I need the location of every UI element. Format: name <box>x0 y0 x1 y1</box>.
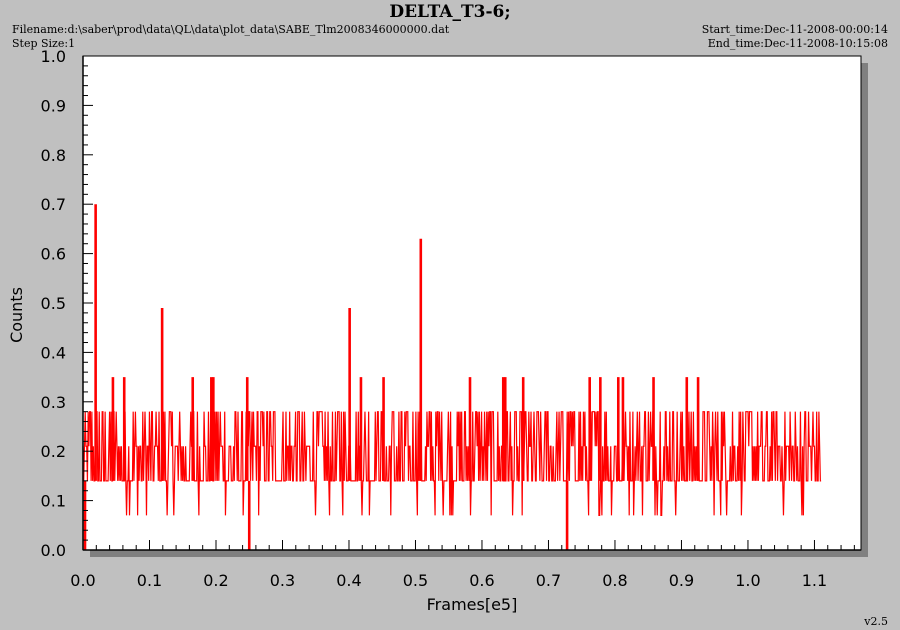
x-tick-label: 0.3 <box>270 571 295 590</box>
y-tick-label: 1.0 <box>41 47 66 66</box>
x-tick-label: 0.6 <box>469 571 494 590</box>
y-tick-label: 0.6 <box>41 245 66 264</box>
x-tick-label: 0.7 <box>536 571 561 590</box>
x-tick-label: 0.1 <box>137 571 162 590</box>
y-tick-label: 0.4 <box>41 343 66 362</box>
series-layer <box>82 204 822 550</box>
end-time-label: End_time:Dec-11-2008-10:15:08 <box>707 37 888 50</box>
y-tick-label: 0.5 <box>41 294 66 313</box>
x-axis-label: Frames[e5] <box>427 595 518 614</box>
filename-label: Filename:d:\saber\prod\data\QL\data\plot… <box>12 23 450 36</box>
x-axis: 0.0 0.1 0.2 0.3 0.4 0.5 0.6 0.7 0.8 0.9 1.0 1.1 <box>70 540 861 590</box>
x-tick-label: 1.1 <box>802 571 827 590</box>
x-tick-label: 0.8 <box>602 571 627 590</box>
version-label: v2.5 <box>864 615 888 628</box>
y-tick-label: 0.9 <box>41 96 66 115</box>
y-tick-label: 0.1 <box>41 492 66 511</box>
x-tick-label: 0.5 <box>403 571 428 590</box>
y-tick-label: 0.7 <box>41 195 66 214</box>
x-tick-label: 1.0 <box>735 571 760 590</box>
chart-title: DELTA_T3-6; <box>389 2 511 22</box>
y-axis-label: Counts <box>7 287 26 343</box>
x-tick-label: 0.9 <box>669 571 694 590</box>
y-tick-label: 0.0 <box>41 541 66 560</box>
step-size-label: Step Size:1 <box>12 37 76 50</box>
y-axis: 0.0 0.1 0.2 0.3 0.4 0.5 0.6 0.7 0.8 0.9 1.0 <box>41 47 93 560</box>
x-tick-label: 0.2 <box>203 571 228 590</box>
x-tick-label: 0.4 <box>336 571 361 590</box>
y-tick-label: 0.8 <box>41 146 66 165</box>
start-time-label: Start_time:Dec-11-2008-00:00:14 <box>701 23 888 36</box>
y-tick-label: 0.3 <box>41 393 66 412</box>
x-tick-label: 0.0 <box>70 571 95 590</box>
y-tick-label: 0.2 <box>41 442 66 461</box>
